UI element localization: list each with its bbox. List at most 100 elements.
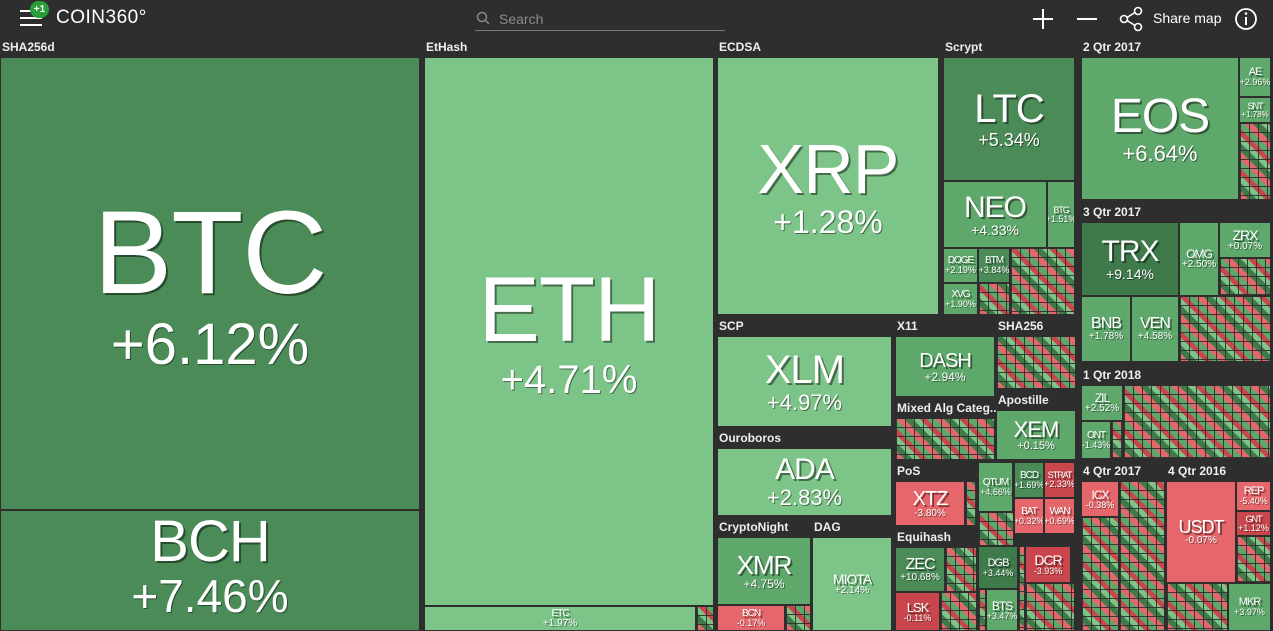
coin-change: +3.44%: [982, 567, 1014, 578]
coin-tile-omg[interactable]: OMG +2.50%: [1179, 222, 1219, 296]
small-coins-mosaic[interactable]: [895, 418, 995, 460]
group-label-1qtr2018: 1 Qtr 2018: [1083, 368, 1142, 382]
coin-tile-snt[interactable]: SNT +1.78%: [1239, 97, 1271, 123]
coin-tile-trx[interactable]: TRX +9.14%: [1081, 222, 1179, 296]
coin-tile-eth[interactable]: ETH +4.71%: [424, 57, 714, 606]
small-coins-mosaic[interactable]: [978, 512, 1014, 546]
coin-tile-bat[interactable]: BAT +0.32%: [1014, 498, 1044, 534]
coin-tile-xvg[interactable]: XVG +1.90%: [943, 283, 978, 315]
coin-change: +2.14%: [834, 585, 870, 596]
coin-tile-neo[interactable]: NEO +4.33%: [943, 181, 1047, 248]
coin-tile-dash[interactable]: DASH +2.94%: [895, 336, 995, 397]
small-coins-mosaic[interactable]: [1166, 583, 1228, 631]
coin-tile-doge[interactable]: DOGE +2.19%: [943, 248, 978, 283]
coin-change: +10.68%: [900, 571, 940, 583]
coin-change: +6.12%: [110, 311, 310, 377]
coin-change: +0.15%: [1017, 439, 1055, 452]
top-bar: +1 COIN360° Share map: [0, 0, 1273, 38]
share-map-label[interactable]: Share map: [1153, 10, 1222, 26]
coin-tile-xtz[interactable]: XTZ -3.80%: [895, 481, 965, 526]
coin-tile-eos[interactable]: EOS +6.64%: [1081, 57, 1239, 200]
logo[interactable]: COIN360°: [56, 7, 147, 28]
coin-tile-xmr[interactable]: XMR +4.75%: [717, 537, 811, 605]
coin-tile-btg[interactable]: BTG +1.51%: [1047, 181, 1075, 248]
coin-tile-ada[interactable]: ADA +2.83%: [717, 448, 892, 516]
info-icon[interactable]: [1234, 6, 1258, 32]
coin-tile-zrx[interactable]: ZRX +0.07%: [1219, 222, 1271, 258]
coin-tile-ltc[interactable]: LTC +5.34%: [943, 57, 1075, 181]
coin-change: +2.96%: [1239, 77, 1271, 87]
coin-change: +4.33%: [971, 221, 1019, 238]
coin-tile-mkr[interactable]: MKR +3.97%: [1228, 583, 1271, 631]
coin-tile-etc[interactable]: ETC +1.97%: [424, 606, 696, 631]
coin-symbol: QTUM: [982, 476, 1009, 488]
small-coins-mosaic[interactable]: [1119, 481, 1165, 631]
coin-tile-bnb[interactable]: BNB +1.78%: [1081, 296, 1131, 362]
coin-tile-rep[interactable]: REP -5.40%: [1236, 481, 1271, 511]
coin-tile-zec[interactable]: ZEC +10.68%: [895, 547, 945, 592]
coin-tile-dgb[interactable]: DGB +3.44%: [978, 546, 1018, 589]
small-coins-mosaic[interactable]: [1123, 385, 1271, 459]
small-coins-mosaic[interactable]: [1219, 258, 1271, 296]
coin-symbol: BTS: [991, 598, 1013, 613]
small-coins-mosaic[interactable]: [1025, 583, 1075, 631]
coin-tile-dcr[interactable]: DCR -3.93%: [1025, 546, 1071, 583]
small-coins-mosaic[interactable]: [945, 547, 977, 592]
zoom-out-icon[interactable]: [1075, 6, 1099, 32]
small-coins-mosaic[interactable]: [1081, 517, 1119, 631]
search-box[interactable]: [475, 6, 725, 31]
small-coins-mosaic[interactable]: [965, 481, 977, 526]
coin-change: +3.97%: [1234, 607, 1265, 617]
small-coins-mosaic[interactable]: [978, 283, 1010, 315]
coin-tile-ven[interactable]: VEN +4.58%: [1131, 296, 1179, 362]
coin-tile-ont[interactable]: ONT -1.43%: [1081, 421, 1111, 459]
coin-tile-ae[interactable]: AE +2.96%: [1239, 57, 1271, 97]
notification-badge[interactable]: +1: [30, 1, 49, 18]
group-label-dag: DAG: [814, 520, 841, 534]
coin-tile-xlm[interactable]: XLM +4.97%: [717, 336, 892, 427]
coin-change: -5.40%: [1239, 496, 1268, 506]
coin-tile-bcn[interactable]: BCN -0.17%: [717, 605, 785, 631]
coin-tile-xrp[interactable]: XRP +1.28%: [717, 57, 939, 315]
coin-tile-qtum[interactable]: QTUM +4.66%: [978, 462, 1013, 512]
small-coins-mosaic[interactable]: [978, 589, 986, 631]
coin-tile-usdt[interactable]: USDT -0.07%: [1166, 481, 1236, 583]
small-coins-mosaic[interactable]: [940, 592, 977, 631]
small-coins-mosaic[interactable]: [785, 605, 811, 631]
coin-symbol: STRAT: [1047, 470, 1073, 480]
coin-tile-gnt[interactable]: GNT +1.12%: [1236, 511, 1271, 536]
coin-tile-bch[interactable]: BCH +7.46%: [0, 510, 420, 631]
coin-tile-icx[interactable]: ICX -0.38%: [1081, 481, 1119, 517]
coin-symbol: LSK: [906, 599, 930, 615]
coin-symbol: XRP: [757, 130, 900, 208]
coin-symbol: BCH: [150, 510, 270, 574]
coin-tile-bts[interactable]: BTS +3.47%: [986, 589, 1018, 631]
small-coins-mosaic[interactable]: [1179, 296, 1271, 362]
treemap: SHA256d EtHash ECDSA Scrypt 2 Qtr 2017 3…: [0, 38, 1273, 631]
coin-change: +4.97%: [766, 389, 843, 415]
coin-tile-bcd[interactable]: BCD +1.69%: [1014, 462, 1044, 498]
coin-tile-btm[interactable]: BTM +3.84%: [978, 248, 1010, 283]
coin-tile-lsk[interactable]: LSK -0.11%: [895, 592, 940, 631]
coin-tile-strat[interactable]: STRAT +2.33%: [1044, 462, 1075, 498]
small-coins-mosaic[interactable]: [1018, 546, 1025, 631]
group-label-cryptonight: CryptoNight: [719, 520, 789, 534]
small-coins-mosaic[interactable]: [1111, 421, 1123, 459]
coin-tile-miota[interactable]: MIOTA +2.14%: [812, 537, 892, 631]
zoom-in-icon[interactable]: [1031, 6, 1055, 32]
coin-tile-wan[interactable]: WAN +0.69%: [1044, 498, 1075, 534]
search-input[interactable]: [497, 8, 721, 30]
small-coins-mosaic[interactable]: [1010, 248, 1075, 315]
small-coins-mosaic[interactable]: [996, 336, 1076, 389]
group-label-equihash: Equihash: [897, 530, 952, 544]
small-coins-mosaic[interactable]: [696, 606, 714, 631]
small-coins-mosaic[interactable]: [1236, 536, 1271, 583]
coin-tile-btc[interactable]: BTC +6.12%: [0, 57, 420, 510]
coin-tile-xem[interactable]: XEM +0.15%: [996, 410, 1076, 460]
coin-symbol: SNT: [1247, 100, 1264, 111]
coin-change: +2.94%: [924, 369, 966, 384]
share-icon[interactable]: [1118, 6, 1144, 32]
coin-tile-zil[interactable]: ZIL +2.52%: [1081, 385, 1123, 421]
small-coins-mosaic[interactable]: [1239, 123, 1271, 200]
coin-symbol: ADA: [775, 453, 835, 486]
